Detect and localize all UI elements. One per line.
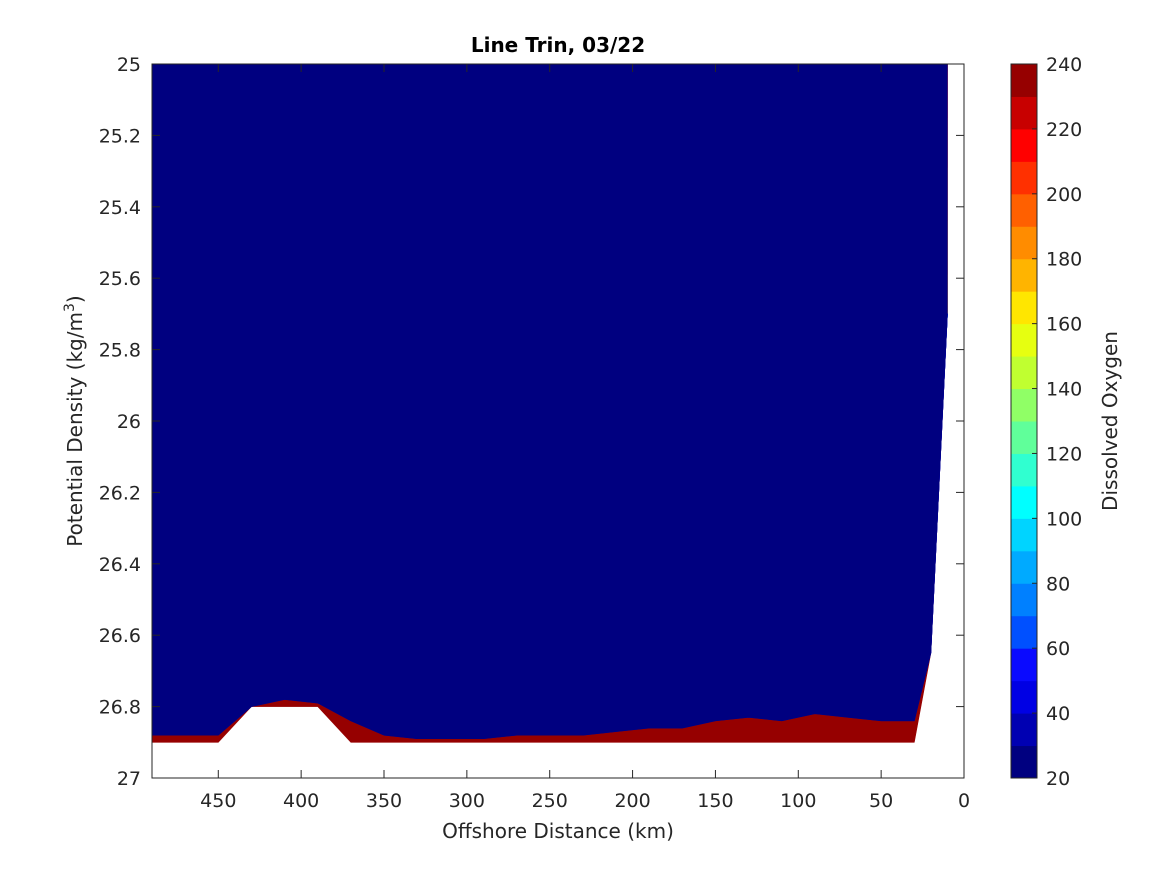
colorbar-swatch-110-120 <box>1011 453 1037 487</box>
colorbar-swatch-120-130 <box>1011 421 1037 454</box>
colorbar-tick-label: 140 <box>1046 379 1082 401</box>
contour-band-20-30 <box>152 64 948 740</box>
x-axis-label: Offshore Distance (km) <box>442 819 674 843</box>
x-axis: 450 400 350 300 250 200 150 100 50 0 <box>200 64 970 812</box>
colorbar-frame <box>1010 63 1038 779</box>
y-tick-label: 25.2 <box>99 125 141 147</box>
colorbar-swatch-210-220 <box>1011 128 1037 162</box>
y-tick-label: 26 <box>117 411 141 433</box>
x-tick-label: 350 <box>366 790 402 812</box>
colorbar-swatch-70-80 <box>1011 583 1037 617</box>
chart-title: Line Trin, 03/22 <box>471 33 645 57</box>
x-tick-label: 200 <box>614 790 650 812</box>
colorbar-tick-label: 20 <box>1046 768 1070 790</box>
colorbar-tick-label: 200 <box>1046 184 1082 206</box>
colorbar-swatch-230-240 <box>1011 64 1037 97</box>
colorbar-tick-label: 80 <box>1046 573 1070 595</box>
x-tick-label: 0 <box>958 790 970 812</box>
colorbar-swatch-180-190 <box>1011 226 1037 260</box>
colorbar-swatch-200-210 <box>1011 161 1037 195</box>
y-axis-label: Potential Density (kg/m3) <box>62 295 87 546</box>
colorbar-swatch-40-50 <box>1011 680 1037 714</box>
colorbar-swatch-140-150 <box>1011 356 1037 390</box>
colorbar-swatch-130-140 <box>1011 388 1037 422</box>
colorbar-tick-label: 240 <box>1046 54 1082 76</box>
colorbar-label: Dissolved Oxygen <box>1098 331 1122 511</box>
x-tick-label: 450 <box>200 790 236 812</box>
y-tick-label: 26.4 <box>99 554 141 576</box>
contour-fill-layer <box>152 64 948 743</box>
y-tick-label: 25.6 <box>99 268 141 290</box>
colorbar-swatch-80-90 <box>1011 550 1037 584</box>
y-tick-label: 27 <box>117 768 141 790</box>
x-tick-label: 50 <box>869 790 893 812</box>
colorbar-tick-label: 40 <box>1046 703 1070 725</box>
colorbar-swatch-150-160 <box>1011 323 1037 357</box>
x-tick-label: 300 <box>449 790 485 812</box>
x-tick-label: 150 <box>697 790 733 812</box>
y-axis-label-tail: ) <box>63 295 87 303</box>
colorbar-swatch-170-180 <box>1011 258 1037 292</box>
colorbar-tick-label: 120 <box>1046 443 1082 465</box>
y-tick-label: 25.4 <box>99 197 141 219</box>
y-tick-label: 26.8 <box>99 697 141 719</box>
colorbar-swatch-220-230 <box>1011 96 1037 130</box>
colorbar-tick-label: 60 <box>1046 638 1070 660</box>
colorbar-tick-label: 100 <box>1046 508 1082 530</box>
y-axis-label-sup: 3 <box>62 303 78 312</box>
colorbar-tick-label: 180 <box>1046 249 1082 271</box>
colorbar-tick-label: 160 <box>1046 314 1082 336</box>
x-tick-label: 100 <box>780 790 816 812</box>
x-tick-label: 400 <box>283 790 319 812</box>
x-tick-label: 250 <box>532 790 568 812</box>
colorbar-swatch-100-110 <box>1011 485 1037 519</box>
colorbar-tick-label: 220 <box>1046 119 1082 141</box>
y-tick-label: 25 <box>117 54 141 76</box>
y-axis-label-main: Potential Density (kg/m <box>63 312 87 547</box>
colorbar-swatch-190-200 <box>1011 193 1037 227</box>
y-tick-label: 25.8 <box>99 340 141 362</box>
y-axis: 25 25.2 25.4 25.6 25.8 26 26.2 26.4 26.6 26.8 27 <box>99 54 964 790</box>
colorbar-swatch-30-40 <box>1011 713 1037 747</box>
y-tick-label: 26.2 <box>99 482 141 504</box>
colorbar-swatch-160-170 <box>1011 291 1037 325</box>
colorbar-swatch-60-70 <box>1011 615 1037 649</box>
y-tick-label: 26.6 <box>99 625 141 647</box>
colorbar-swatch-90-100 <box>1011 518 1037 552</box>
colorbar-swatch-20-30 <box>1011 745 1037 779</box>
colorbar: 240 220 200 180 160 140 120 100 80 60 40 20 <box>1010 54 1082 790</box>
colorbar-swatch-50-60 <box>1011 648 1037 682</box>
